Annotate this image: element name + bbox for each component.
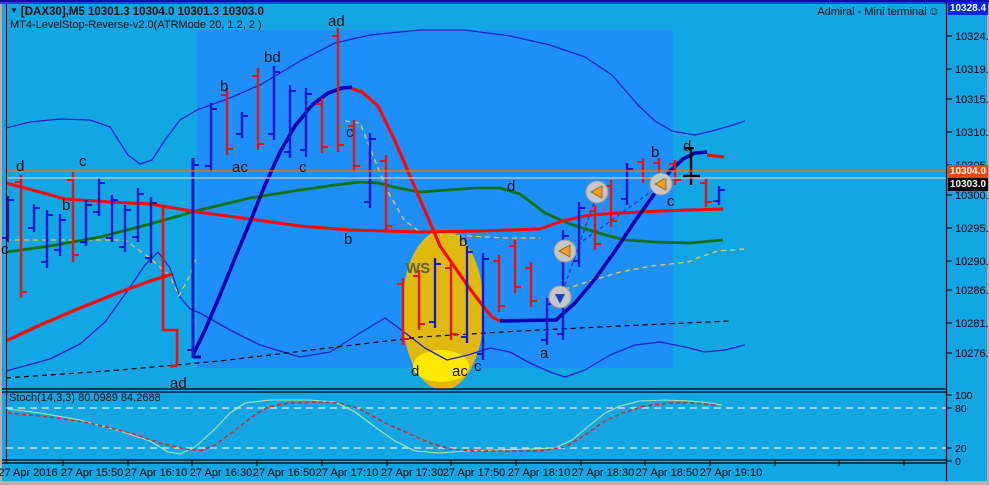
ws-ellipse [402,230,484,390]
stoch-axis-label: 80 [955,403,967,415]
price-axis-label: 10281.0 [955,318,989,330]
trade-arrow-down-icon [555,294,565,304]
price-axis-label: 10324.5 [955,31,989,43]
price-box-ask: 10304.0 [948,165,988,178]
stoch-axis-label: 20 [955,443,967,455]
levelstop-red-rising [5,272,173,343]
chart-annotation: c [1,241,9,258]
chart-annotation: b [459,233,467,250]
chart-annotation: ad [328,13,345,30]
price-axis-label: 10295.5 [955,223,989,235]
chart-annotation: bd [264,49,281,66]
time-axis-label: 27 Apr 17:10 [316,467,378,479]
chart-annotation: d [507,178,515,195]
mini-terminal-label[interactable]: Admiral - Mini terminal☺ [817,4,940,18]
stoch-axis-label: 0 [955,456,961,468]
bollinger-upper-band [5,29,746,165]
levelstop-blue-right [499,150,708,323]
chart-annotation: b [651,144,659,161]
time-axis-label: 27 Apr 17:30 [381,467,443,479]
levelstop-red-staircase [161,206,179,366]
chart-annotation: c [299,159,307,176]
price-box-bid: 10303.0 [948,178,988,191]
stoch-indicator-label: Stoch(14,3,3) 80.0989 84.2688 [9,392,161,404]
time-axis-label: 27 Apr 18:30 [572,467,634,479]
chart-annotation: c [667,193,675,210]
green-ma-line [5,180,724,254]
chart-annotation: b [62,197,70,214]
indicator-name-label: MT4-LevelStop-Reverse-v2.0(ATRMode 20, 1… [10,19,262,31]
price-axis-label: 10310.0 [955,127,989,139]
trade-arrow-left-icon [654,177,667,191]
chart-annotation: d [411,363,419,380]
chart-annotation: d [683,138,691,155]
time-axis-label: 27 Apr 18:10 [508,467,570,479]
collapse-triangle-icon[interactable]: ▼ [10,6,18,15]
time-axis-label: 27 Apr 18:50 [636,467,698,479]
chart-annotation: c [79,153,87,170]
window-bottom-border [2,481,987,485]
levelstop-blue-rising [191,85,353,356]
time-axis-label: 27 Apr 2016 [0,467,58,479]
price-axis-label: 10290.5 [955,256,989,268]
chart-annotation: ac [452,363,468,380]
time-axis-label: 27 Apr 16:10 [125,467,187,479]
symbol-ohlc-label: [DAX30],M5 10301.3 10304.0 10301.3 10303… [20,6,264,18]
chart-annotation: ac [232,159,248,176]
time-axis-label: 27 Apr 17:50 [443,467,505,479]
time-axis-label: 27 Apr 16:50 [253,467,315,479]
levelstop-red-end [706,153,725,159]
time-axis-label: 27 Apr 15:50 [61,467,123,479]
stoch-k-line [7,399,723,455]
chart-annotation: b [344,231,352,248]
levelstop-red-steep [349,86,501,323]
time-axis-label: 27 Apr 16:30 [190,467,252,479]
chart-annotation: c [346,124,354,141]
chart-annotation: WS [406,260,430,277]
price-axis-label: 10315.0 [955,94,989,106]
stoch-axis-label: 100 [955,390,973,402]
chart-annotation: c [474,358,482,375]
window-top-line [0,0,989,2]
time-axis-label: 27 Apr 19:10 [700,467,762,479]
chart-title: ▼ [DAX30],M5 10301.3 10304.0 10301.3 1030… [10,6,264,18]
stoch-d-line [7,401,716,452]
yellow-dashed-line [344,120,540,239]
smiley-icon: ☺ [927,4,940,18]
chart-annotation: b [220,78,228,95]
chart-annotation: ad [170,375,187,392]
chart-annotation: d [16,158,24,175]
price-axis-label: 10286.0 [955,285,989,297]
price-box-high: 10328.4 [948,2,988,15]
trade-line [565,185,660,254]
price-axis-label: 10300.5 [955,190,989,202]
price-axis-label: 10319.5 [955,64,989,76]
trade-arrow-left-icon [590,185,603,199]
chart-annotation: a [540,345,549,362]
price-axis-label: 10276.5 [955,348,989,360]
window-top-line2 [0,2,989,4]
trade-arrow-left-icon [558,244,571,258]
